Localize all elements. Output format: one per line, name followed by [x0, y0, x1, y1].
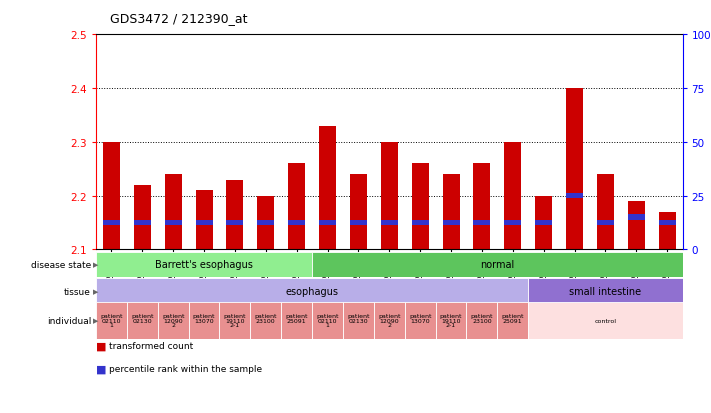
Bar	[442, 221, 459, 225]
Bar	[250, 302, 282, 339]
Bar	[474, 221, 491, 225]
Text: patient
02130: patient 02130	[347, 313, 370, 328]
Bar	[165, 221, 181, 225]
Bar	[535, 221, 552, 225]
Text: esophagus: esophagus	[286, 287, 338, 297]
Text: patient
13070: patient 13070	[193, 313, 215, 328]
Text: ■: ■	[96, 341, 110, 351]
Text: individual: individual	[47, 316, 91, 325]
Bar	[474, 164, 491, 250]
Bar	[374, 302, 405, 339]
Bar	[658, 212, 675, 250]
Text: patient
12090
2: patient 12090 2	[162, 313, 184, 328]
Bar	[381, 142, 397, 250]
Text: patient
19110
2-1: patient 19110 2-1	[224, 313, 246, 328]
Bar	[288, 164, 305, 250]
Bar	[436, 302, 466, 339]
Bar	[628, 202, 645, 250]
Bar	[282, 302, 312, 339]
Text: control: control	[594, 318, 616, 323]
Bar	[188, 302, 220, 339]
Bar	[220, 302, 250, 339]
Bar	[96, 302, 127, 339]
Bar	[504, 221, 521, 225]
Bar	[412, 221, 429, 225]
Bar	[405, 302, 436, 339]
Text: patient
12090
2: patient 12090 2	[378, 313, 400, 328]
Text: disease state: disease state	[31, 260, 91, 269]
Text: patient
25091: patient 25091	[285, 313, 308, 328]
Bar	[134, 221, 151, 225]
Text: Barrett's esophagus: Barrett's esophagus	[155, 260, 253, 270]
Text: ▶: ▶	[93, 262, 99, 268]
Bar	[96, 279, 528, 304]
Bar	[165, 175, 181, 250]
Text: patient
02110
1: patient 02110 1	[316, 313, 338, 328]
Text: transformed count: transformed count	[109, 341, 193, 350]
Text: normal: normal	[480, 260, 515, 270]
Text: patient
23100: patient 23100	[255, 313, 277, 328]
Bar	[658, 221, 675, 225]
Text: GDS3472 / 212390_at: GDS3472 / 212390_at	[110, 12, 247, 25]
Text: tissue: tissue	[64, 287, 91, 296]
Bar	[319, 221, 336, 225]
Text: patient
02130: patient 02130	[131, 313, 154, 328]
Bar	[257, 196, 274, 250]
Text: patient
02110
1: patient 02110 1	[100, 313, 123, 328]
Bar	[497, 302, 528, 339]
Bar	[196, 191, 213, 250]
Bar	[288, 221, 305, 225]
Text: percentile rank within the sample: percentile rank within the sample	[109, 364, 262, 373]
Bar	[226, 221, 243, 225]
Bar	[528, 279, 683, 304]
Bar	[257, 221, 274, 225]
Bar	[96, 252, 312, 278]
Bar	[350, 175, 367, 250]
Bar	[196, 221, 213, 225]
Text: patient
23100: patient 23100	[471, 313, 493, 328]
Bar	[226, 180, 243, 250]
Bar	[412, 164, 429, 250]
Text: ■: ■	[96, 364, 110, 374]
Text: patient
19110
2-1: patient 19110 2-1	[440, 313, 462, 328]
Text: ▶: ▶	[93, 317, 99, 323]
Bar	[381, 221, 397, 225]
Text: small intestine: small intestine	[570, 287, 641, 297]
Bar	[343, 302, 374, 339]
Bar	[319, 126, 336, 250]
Bar	[466, 302, 497, 339]
Bar	[127, 302, 158, 339]
Bar	[528, 302, 683, 339]
Text: ▶: ▶	[93, 289, 99, 294]
Bar	[312, 252, 683, 278]
Bar	[597, 221, 614, 225]
Text: patient
13070: patient 13070	[409, 313, 432, 328]
Bar	[158, 302, 188, 339]
Bar	[442, 175, 459, 250]
Bar	[566, 89, 583, 250]
Bar	[628, 215, 645, 220]
Bar	[103, 221, 120, 225]
Bar	[350, 221, 367, 225]
Text: patient
25091: patient 25091	[501, 313, 524, 328]
Bar	[134, 185, 151, 250]
Bar	[312, 302, 343, 339]
Bar	[535, 196, 552, 250]
Bar	[566, 193, 583, 199]
Bar	[103, 142, 120, 250]
Bar	[597, 175, 614, 250]
Bar	[504, 142, 521, 250]
